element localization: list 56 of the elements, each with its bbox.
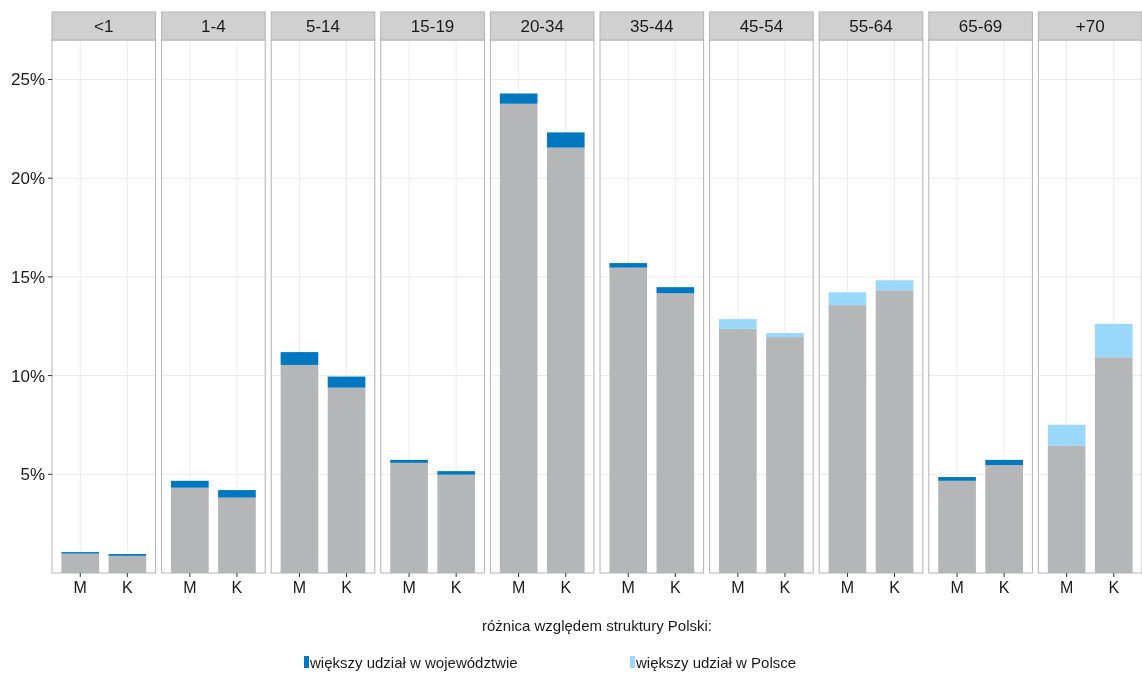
bar [1094,323,1133,358]
y-tick-label: 10% [10,366,45,386]
bar [390,459,428,463]
x-tick-label: K [779,579,791,596]
bar [171,480,209,488]
bar [875,280,914,291]
x-tick-label: M [840,579,855,596]
x-tick-label: K [231,579,243,596]
bar [546,132,585,148]
x-tick-label: M [73,579,87,596]
bar [828,292,867,306]
x-tick-label: K [670,579,682,596]
bar [656,287,695,294]
bar [719,319,757,329]
chart-title: <1 [94,17,114,36]
x-tick-label: K [341,579,353,596]
bar [218,490,256,498]
bar [280,352,319,365]
y-tick-label: 5% [20,465,45,485]
bar [766,332,804,338]
y-tick-label: 15% [10,267,45,287]
legend-title: różnica względem struktury Polski: [481,617,713,634]
bar [985,459,1023,466]
y-tick-label: 20% [10,169,45,189]
chart-title: 1-4 [201,17,226,36]
x-tick-label: M [292,579,307,596]
bar [938,477,976,481]
x-tick-label: K [1108,579,1120,596]
chart-title: 35-44 [630,17,674,36]
x-tick-label: M [1059,579,1074,596]
x-tick-label: K [122,579,134,596]
bar [437,471,475,475]
bar [327,376,366,388]
chart-title: 55-64 [849,17,893,36]
x-tick-label: M [950,579,964,596]
x-tick-label: K [889,579,901,596]
bar [499,93,538,104]
x-tick-label: M [731,579,745,596]
legend-label: większy udział w województwie [309,654,518,671]
legend-label: większy udział w Polsce [635,654,797,671]
chart-title: 15-19 [410,17,455,36]
bar [1047,424,1086,446]
x-tick-label: M [183,579,197,596]
x-tick-label: M [402,579,416,596]
y-tick-label: 25% [10,70,45,90]
chart-title: 5-14 [305,17,341,36]
chart-title: 20-34 [520,17,564,36]
bar [609,263,648,268]
x-tick-label: K [450,579,462,596]
x-tick-label: M [621,579,635,596]
chart-title: +70 [1075,17,1105,36]
x-tick-label: M [511,579,526,596]
chart-title: 45-54 [739,17,784,36]
chart-title: 65-69 [958,17,1003,36]
x-tick-label: K [560,579,572,596]
x-tick-label: K [998,579,1010,596]
